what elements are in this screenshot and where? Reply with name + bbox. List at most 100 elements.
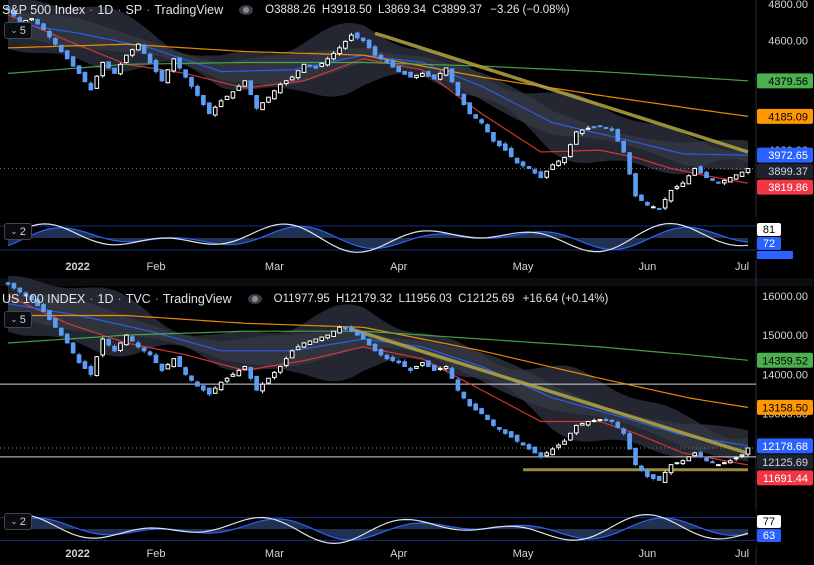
candle xyxy=(266,96,271,103)
pane2-interval[interactable]: 1D xyxy=(97,292,114,306)
candle xyxy=(467,102,473,115)
candle xyxy=(11,10,17,17)
time-axis-label: Mar xyxy=(265,261,284,273)
price-tag-label: 4379.56 xyxy=(768,76,808,88)
candle xyxy=(437,367,443,370)
osc-tag xyxy=(757,223,781,236)
pane1-plot xyxy=(0,0,756,211)
candle xyxy=(11,282,17,289)
candle xyxy=(201,385,206,391)
candle xyxy=(23,292,29,297)
time-axis-label: May xyxy=(513,548,534,560)
price-tag xyxy=(757,470,813,486)
price-tag-label: 12178.68 xyxy=(762,441,808,453)
candle xyxy=(538,171,544,179)
candle xyxy=(29,295,35,301)
candle xyxy=(206,102,212,115)
candle xyxy=(177,57,183,69)
candle xyxy=(212,387,218,394)
candle xyxy=(171,58,177,72)
pane1-indicators-toggle[interactable]: ⌄ 5 xyxy=(4,22,32,39)
time-axis-label: Mar xyxy=(265,548,284,560)
candle xyxy=(354,330,360,336)
candle xyxy=(135,43,141,51)
osc-main-line xyxy=(7,513,749,545)
candle xyxy=(615,129,621,142)
candle xyxy=(674,462,680,465)
pane1-osc-count: 2 xyxy=(19,225,26,238)
candle xyxy=(431,364,437,371)
price-tag xyxy=(757,438,813,454)
candle xyxy=(508,147,514,158)
candle xyxy=(621,428,627,434)
candle xyxy=(53,37,58,45)
candle xyxy=(633,447,638,466)
candle xyxy=(656,475,662,481)
time-axis-label: Jul xyxy=(735,548,749,560)
pane1-interval[interactable]: 1D xyxy=(97,3,114,17)
candle xyxy=(396,65,402,73)
pane-divider xyxy=(0,278,814,286)
candle xyxy=(455,81,461,96)
candle xyxy=(272,371,277,378)
candle xyxy=(47,310,52,320)
candle xyxy=(82,71,88,83)
candle xyxy=(402,70,407,75)
candle xyxy=(692,167,698,176)
pane1-l-label: L xyxy=(377,4,385,16)
pane1-o-label: O xyxy=(265,4,275,16)
candle xyxy=(627,433,632,450)
candle xyxy=(686,175,692,185)
candle xyxy=(485,124,490,133)
osc-tag xyxy=(757,515,781,528)
y-tick-label: 4800.00 xyxy=(768,0,808,11)
pane1-symbol[interactable]: S&P 500 Index xyxy=(2,3,86,17)
osc-signal-line xyxy=(7,225,749,251)
eye-icon[interactable] xyxy=(247,294,262,304)
candle xyxy=(112,67,117,74)
osc-tag xyxy=(757,529,781,542)
pane2-osc-toggle[interactable]: ⌄ 2 xyxy=(4,513,32,530)
pane2-indicators-toggle[interactable]: ⌄ 5 xyxy=(4,311,32,328)
candle xyxy=(337,326,342,334)
pane2-symbol[interactable]: US 100 INDEX xyxy=(2,292,86,306)
candle xyxy=(420,72,425,77)
candle xyxy=(603,418,609,421)
pane1-source: SP xyxy=(125,3,143,17)
candle xyxy=(656,207,662,210)
pane1-osc-toggle[interactable]: ⌄ 2 xyxy=(4,223,32,240)
candle xyxy=(272,90,277,100)
candle xyxy=(603,126,609,129)
candle xyxy=(277,83,283,94)
time-axis-label: Feb xyxy=(147,548,166,560)
candle xyxy=(609,128,615,131)
candle xyxy=(360,332,366,340)
candle xyxy=(627,152,632,175)
candle xyxy=(349,34,354,41)
osc-tag-partial xyxy=(757,251,793,259)
candle xyxy=(739,171,745,177)
candle xyxy=(514,434,520,442)
candle xyxy=(556,160,561,166)
candle xyxy=(420,362,425,366)
pane1-sep-b: · xyxy=(117,3,122,17)
price-tag xyxy=(757,163,813,179)
candle xyxy=(41,23,46,31)
candle xyxy=(325,334,331,339)
candle xyxy=(573,131,579,145)
candle xyxy=(349,327,354,332)
chevron-down-icon: ⌄ xyxy=(10,314,18,324)
candle xyxy=(437,72,443,80)
time-axis-label: May xyxy=(513,261,534,273)
price-tag xyxy=(757,399,813,415)
candle xyxy=(556,444,561,448)
pane2-ma-1 xyxy=(7,303,749,447)
eye-icon[interactable] xyxy=(239,5,254,15)
candle xyxy=(313,65,319,69)
candle xyxy=(721,179,727,184)
candle xyxy=(473,114,479,119)
candle xyxy=(443,67,449,76)
candle xyxy=(716,181,721,184)
candle xyxy=(721,462,727,465)
